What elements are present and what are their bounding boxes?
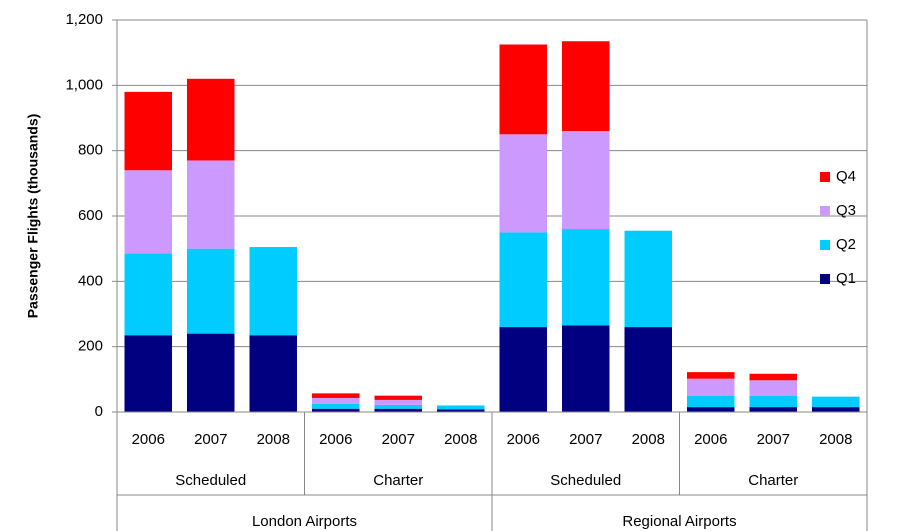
bar-segment: [749, 373, 797, 381]
bar-segment: [124, 253, 172, 336]
y-tick-label: 1,200: [65, 11, 103, 28]
x-tick-label: 2008: [444, 431, 477, 448]
bar-segment: [499, 134, 547, 233]
x-tick-label: 2008: [819, 431, 852, 448]
bar-segment: [312, 403, 360, 409]
super-group-label: Regional Airports: [622, 513, 736, 530]
x-tick-label: 2008: [257, 431, 290, 448]
x-tick-label: 2006: [507, 431, 540, 448]
bar-segment: [437, 405, 485, 410]
legend-label: Q3: [836, 202, 856, 219]
super-group-label: London Airports: [252, 513, 357, 530]
bar-segment: [437, 409, 485, 412]
group-label: Scheduled: [550, 472, 621, 489]
y-axis-title: Passenger Flights (thousands): [25, 114, 41, 319]
bar-segment: [562, 229, 610, 326]
legend-label: Q4: [836, 168, 856, 185]
x-tick-label: 2006: [132, 431, 165, 448]
x-tick-label: 2007: [757, 431, 790, 448]
legend-label: Q1: [836, 270, 856, 287]
x-tick-label: 2007: [194, 431, 227, 448]
bar-segment: [187, 248, 235, 334]
bar-segment: [187, 160, 235, 249]
x-tick-label: 2007: [569, 431, 602, 448]
bar-segment: [749, 407, 797, 412]
bar-segment: [687, 407, 735, 412]
x-tick-label: 2008: [632, 431, 665, 448]
bar-segment: [812, 396, 860, 408]
x-tick-label: 2006: [694, 431, 727, 448]
bar-segment: [312, 393, 360, 398]
bar-segment: [749, 380, 797, 396]
legend-swatch: [820, 206, 830, 216]
y-tick-label: 1,000: [65, 76, 103, 93]
bar-segment: [499, 232, 547, 328]
group-label: Charter: [373, 472, 423, 489]
bar-segment: [312, 397, 360, 404]
legend-swatch: [820, 274, 830, 284]
bar-segment: [562, 41, 610, 132]
bar-segment: [624, 327, 672, 412]
bar-segment: [249, 247, 297, 336]
bar-segment: [374, 395, 422, 400]
y-tick-label: 200: [78, 338, 103, 355]
legend-label: Q2: [836, 236, 856, 253]
bar-segment: [499, 44, 547, 135]
bar-segment: [687, 395, 735, 408]
bar-segment: [687, 378, 735, 396]
x-tick-label: 2007: [382, 431, 415, 448]
bar-segment: [374, 404, 422, 409]
bar-segment: [374, 399, 422, 405]
bar-segment: [624, 230, 672, 328]
bar-segment: [687, 372, 735, 379]
bar-segment: [187, 333, 235, 412]
group-label: Charter: [748, 472, 798, 489]
bar-segment: [124, 91, 172, 171]
y-tick-label: 0: [95, 403, 103, 420]
legend-swatch: [820, 172, 830, 182]
y-tick-label: 400: [78, 272, 103, 289]
bar-segment: [562, 131, 610, 230]
x-tick-label: 2006: [319, 431, 352, 448]
legend-swatch: [820, 240, 830, 250]
bar-segment: [124, 170, 172, 254]
bar-segment: [562, 325, 610, 412]
bar-segment: [249, 335, 297, 412]
bar-segment: [374, 408, 422, 412]
bar-segment: [124, 335, 172, 412]
bar-segment: [499, 327, 547, 412]
bar-segment: [812, 407, 860, 412]
bar-segment: [312, 408, 360, 412]
group-label: Scheduled: [175, 472, 246, 489]
y-tick-label: 800: [78, 142, 103, 159]
y-tick-label: 600: [78, 207, 103, 224]
bar-segment: [749, 395, 797, 408]
bar-segment: [187, 78, 235, 161]
